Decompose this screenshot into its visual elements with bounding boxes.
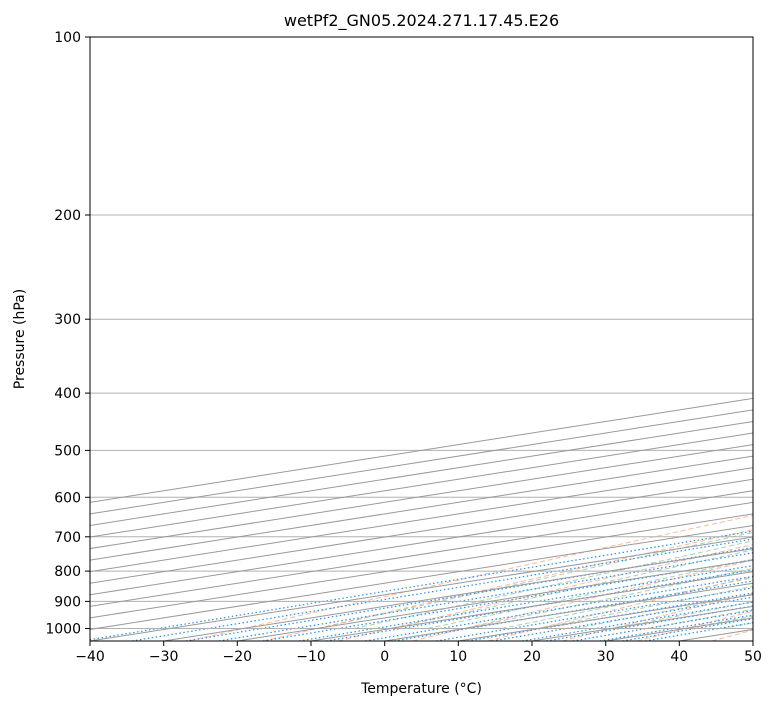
mixing-ratio-line: [131, 538, 753, 641]
x-tick-label: 0: [380, 649, 389, 665]
y-tick-label: 800: [54, 564, 81, 580]
mixing-ratio-line: [572, 609, 753, 641]
mixing-ratio-line: [492, 596, 753, 641]
y-tick-label: 1000: [45, 622, 81, 638]
y-tick-label: 100: [54, 30, 81, 46]
y-tick-label: 200: [54, 208, 81, 224]
mixing-ratio-line: [599, 614, 753, 641]
isotherm-line: [90, 444, 753, 550]
isotherm-line: [90, 524, 753, 630]
dry-adiabat: [562, 592, 753, 641]
isotherm-lines: [90, 397, 753, 641]
isotherm-line: [90, 478, 753, 584]
dry-adiabat: [263, 529, 753, 641]
y-tick-label: 900: [54, 594, 81, 610]
isotherm-line: [90, 536, 753, 641]
mixing-ratio-line: [522, 601, 753, 641]
axis-ticks: −40 −30 −20 −10 0 10 20 30 40 50 100 200 300 400 500 60…: [45, 30, 762, 665]
x-tick-label: −20: [223, 649, 253, 665]
x-tick-label: −40: [75, 649, 105, 665]
isotherm-line: [90, 490, 753, 596]
y-tick-label: 400: [54, 386, 81, 402]
mixing-ratio-line: [546, 605, 753, 641]
dry-adiabat: [487, 575, 753, 641]
y-tick-label: 700: [54, 530, 81, 546]
x-tick-label: −30: [149, 649, 179, 665]
plot-area: 0.10.20.40.611.52346810131620253036-100-…: [90, 37, 753, 641]
x-tick-label: 40: [670, 649, 688, 665]
y-tick-label: 600: [54, 490, 81, 506]
x-axis-label: Temperature (°C): [360, 681, 482, 697]
dry-adiabat: [412, 559, 753, 641]
y-tick-label: 500: [54, 443, 81, 459]
moist-adiabat: [427, 558, 753, 629]
y-axis-label: Pressure (hPa): [12, 289, 28, 389]
x-tick-label: 50: [744, 649, 762, 665]
isotherm-line: [90, 501, 753, 607]
x-tick-label: −10: [296, 649, 326, 665]
moist-adiabat: [538, 585, 753, 629]
mixing-ratio-line: [90, 530, 753, 641]
x-tick-label: 20: [523, 649, 541, 665]
isotherm-line: [90, 467, 753, 573]
axes-frame: [89, 36, 754, 642]
x-tick-label: 30: [597, 649, 615, 665]
chart-title: wetPf2_GN05.2024.271.17.45.E26: [284, 11, 559, 31]
x-tick-label: 10: [449, 649, 467, 665]
mixing-ratio-line: [185, 546, 753, 641]
isotherm-line: [90, 513, 753, 619]
isotherm-line: [90, 455, 753, 561]
y-tick-label: 300: [54, 312, 81, 328]
dry-adiabats: [188, 514, 753, 641]
